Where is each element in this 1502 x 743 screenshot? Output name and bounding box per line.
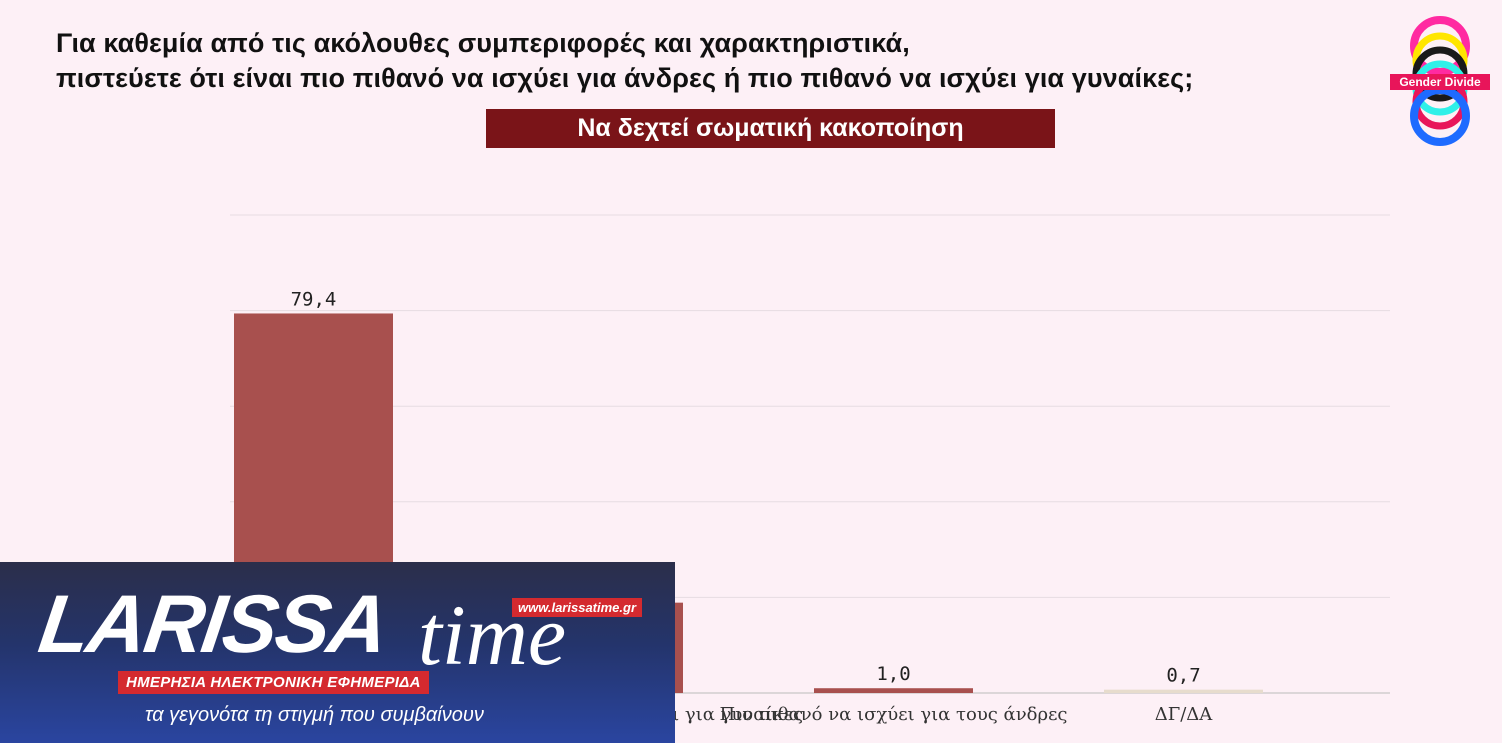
data-label: 0,7 [1166, 665, 1200, 687]
logo-tagline: ΗΜΕΡΗΣΙΑ ΗΛΕΚΤΡΟΝΙΚΗ ΕΦΗΜΕΡΙΔΑ [118, 671, 429, 694]
larissatime-logo-overlay: LARISSA time www.larissatime.gr ΗΜΕΡΗΣΙΑ… [0, 562, 675, 743]
title-line-1: Για καθεμία από τις ακόλουθες συμπεριφορ… [56, 28, 910, 58]
category-label: ΔΓ/ΔΑ [1155, 704, 1214, 725]
chart-title: Να δεχτεί σωματική κακοποίηση [486, 109, 1055, 148]
logo-brand-main: LARISSA [33, 579, 393, 670]
logo-slogan: τα γεγονότα τη στιγμή που συμβαίνουν [145, 704, 484, 726]
bar [814, 688, 973, 693]
logo-url: www.larissatime.gr [512, 598, 643, 617]
data-label: 1,0 [876, 663, 910, 685]
chart-question: Για καθεμία από τις ακόλουθες συμπεριφορ… [56, 26, 1356, 96]
bar [1104, 689, 1263, 693]
badge-text: Gender Divide [1399, 75, 1481, 89]
title-line-2: πιστεύετε ότι είναι πιο πιθανό να ισχύει… [56, 63, 1194, 93]
data-label: 79,4 [291, 288, 337, 310]
gender-divide-badge: Gender Divide [1390, 16, 1490, 146]
category-label: Πιο πιθανό να ισχύει για τους άνδρες [720, 704, 1068, 725]
